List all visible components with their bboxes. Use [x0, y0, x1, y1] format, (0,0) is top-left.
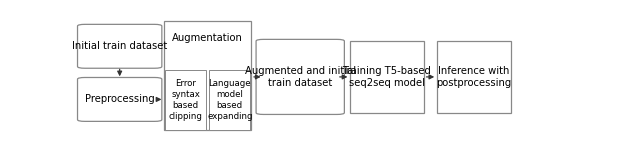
FancyBboxPatch shape — [256, 39, 344, 114]
FancyBboxPatch shape — [350, 41, 424, 113]
Text: Preprocessing: Preprocessing — [85, 94, 154, 104]
Text: Augmentation: Augmentation — [172, 33, 243, 43]
FancyBboxPatch shape — [437, 41, 511, 113]
Text: Training T5-based
seq2seq model: Training T5-based seq2seq model — [342, 66, 431, 88]
Text: Language
model
based
expanding: Language model based expanding — [207, 79, 253, 121]
Text: Error
syntax
based
clipping: Error syntax based clipping — [169, 79, 203, 121]
FancyBboxPatch shape — [164, 21, 251, 130]
Text: Initial train dataset: Initial train dataset — [72, 41, 167, 51]
FancyBboxPatch shape — [77, 78, 162, 121]
FancyBboxPatch shape — [165, 70, 206, 130]
Text: Augmented and initial
train dataset: Augmented and initial train dataset — [244, 66, 356, 88]
Text: Inference with
postprocessing: Inference with postprocessing — [436, 66, 511, 88]
FancyBboxPatch shape — [209, 70, 250, 130]
FancyBboxPatch shape — [77, 24, 162, 68]
